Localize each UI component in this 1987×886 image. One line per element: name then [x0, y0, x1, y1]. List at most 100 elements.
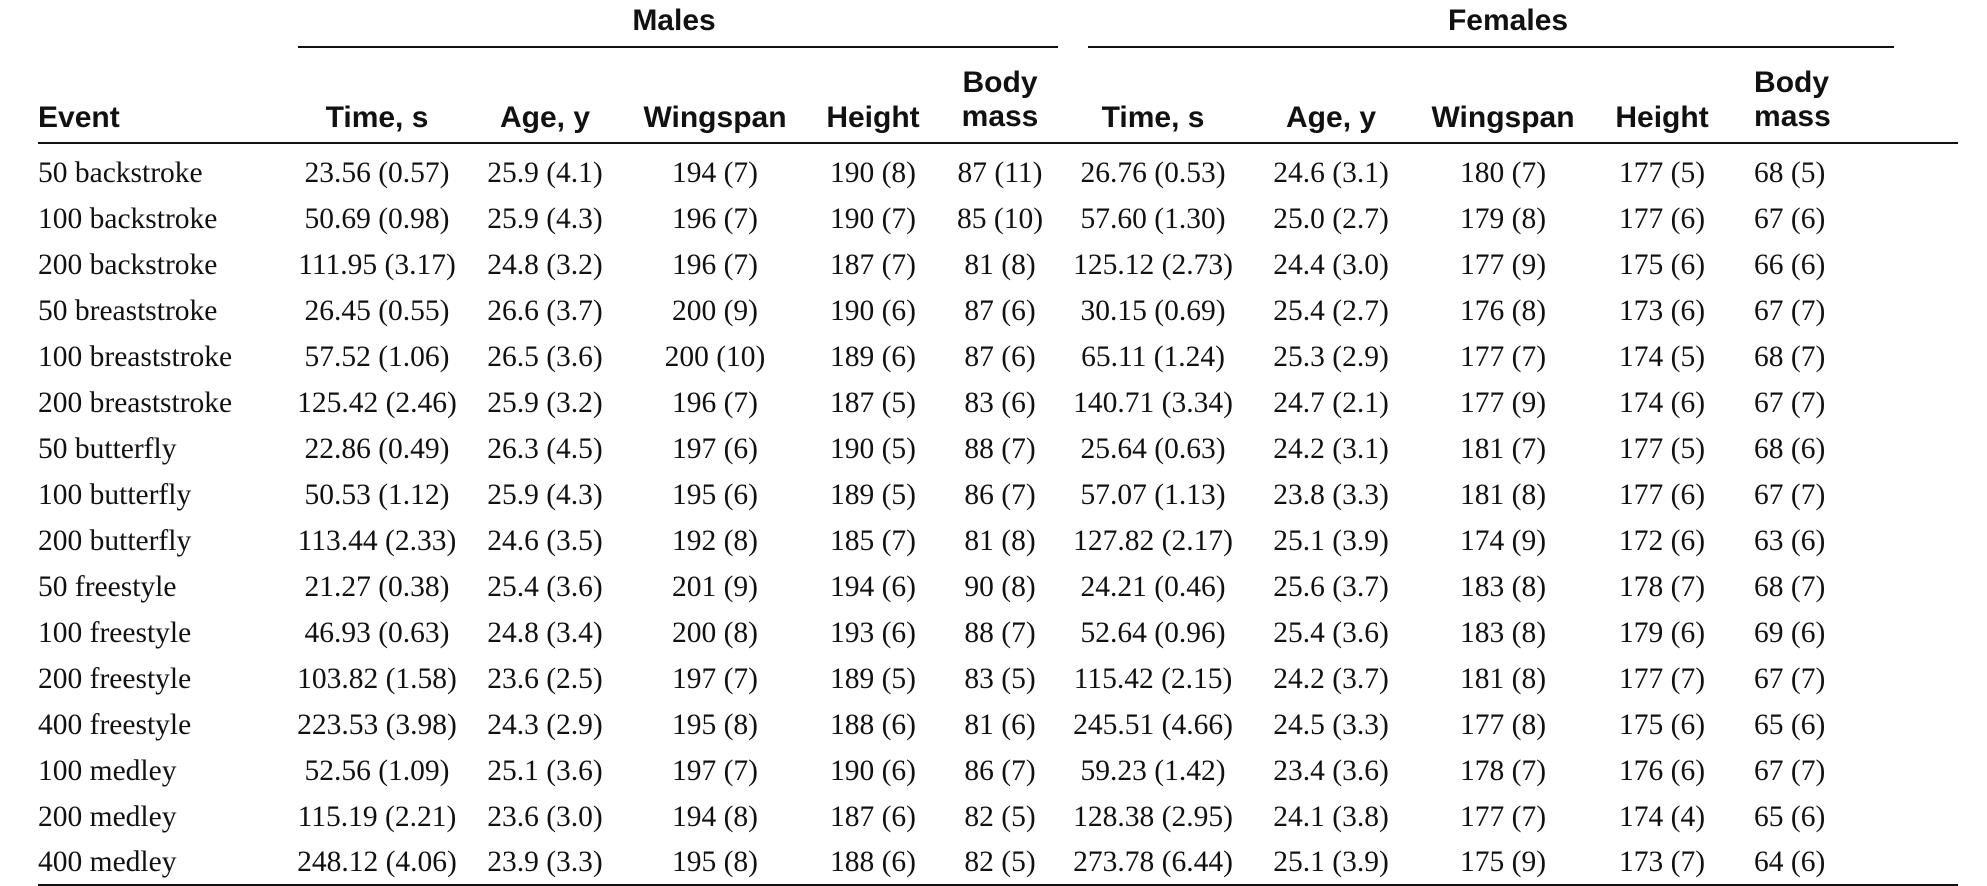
female-age-cell: 25.1 (3.9)	[1273, 524, 1389, 557]
female-height-cell: 174 (4)	[1619, 800, 1706, 833]
female-body-mass-cell: 67 (6)	[1754, 202, 1826, 235]
event-cell: 50 freestyle	[38, 570, 177, 603]
group-header-row: Males Females	[38, 0, 1958, 46]
male-height-cell: 190 (6)	[829, 294, 917, 327]
female-height-cell: 177 (5)	[1619, 156, 1706, 189]
male-age-cell: 24.6 (3.5)	[487, 524, 603, 557]
male-wingspan-cell: 197 (6)	[671, 432, 759, 465]
male-time-cell: 113.44 (2.33)	[297, 524, 457, 557]
male-time-cell: 115.19 (2.21)	[297, 800, 457, 833]
col-header-female-age: Age, y	[1248, 48, 1415, 144]
female-age-cell: 25.0 (2.7)	[1273, 202, 1389, 235]
male-height-cell: 189 (5)	[829, 478, 917, 511]
table-row: 100 backstroke 50.69 (0.98) 25.9 (4.3) 196 …	[38, 196, 1958, 242]
female-wingspan-cell: 183 (8)	[1460, 570, 1547, 603]
body-mass-line2: mass	[1754, 100, 1831, 133]
female-time-cell: 245.51 (4.66)	[1073, 708, 1233, 741]
male-time-cell: 125.42 (2.46)	[297, 386, 457, 419]
female-height-cell: 173 (7)	[1592, 840, 1733, 886]
female-body-mass-cell: 67 (7)	[1754, 662, 1826, 695]
male-age-cell: 26.6 (3.7)	[487, 294, 603, 327]
males-group-rule	[290, 46, 1059, 48]
male-height-cell: 188 (6)	[804, 840, 942, 886]
male-height-cell: 187 (7)	[829, 248, 917, 281]
table-row: 50 backstroke 23.56 (0.57) 25.9 (4.1) 194 (…	[38, 143, 1958, 196]
female-wingspan-cell: 177 (7)	[1460, 800, 1547, 833]
male-wingspan-cell: 195 (6)	[671, 478, 759, 511]
event-cell: 100 backstroke	[38, 202, 218, 235]
male-age-cell: 23.9 (3.3)	[464, 840, 626, 886]
body-mass-line1: Body	[962, 66, 1038, 99]
col-header-female-height: Height	[1592, 48, 1733, 144]
female-time-cell: 26.76 (0.53)	[1080, 156, 1226, 189]
female-time-cell: 128.38 (2.95)	[1073, 800, 1233, 833]
female-height-cell: 173 (6)	[1619, 294, 1706, 327]
male-wingspan-cell: 200 (8)	[671, 616, 759, 649]
event-cell: 50 breaststroke	[38, 294, 218, 327]
table-row: 400 freestyle 223.53 (3.98) 24.3 (2.9) 195 …	[38, 702, 1958, 748]
female-wingspan-cell: 177 (9)	[1460, 248, 1547, 281]
results-table-container: Males Females Event Time, s Age, y Wings…	[38, 0, 1959, 886]
male-body-mass-cell: 86 (7)	[964, 754, 1036, 787]
female-height-cell: 172 (6)	[1619, 524, 1706, 557]
event-cell: 200 breaststroke	[38, 386, 233, 419]
male-height-cell: 189 (5)	[829, 662, 917, 695]
female-time-cell: 25.64 (0.63)	[1080, 432, 1226, 465]
body-mass-line2: mass	[961, 100, 1039, 133]
col-header-male-height: Height	[804, 48, 942, 144]
female-body-mass-cell: 67 (7)	[1754, 478, 1826, 511]
male-wingspan-cell: 196 (7)	[671, 386, 759, 419]
male-time-cell: 22.86 (0.49)	[304, 432, 450, 465]
female-wingspan-cell: 177 (9)	[1460, 386, 1547, 419]
male-height-cell: 187 (6)	[829, 800, 917, 833]
male-age-cell: 25.9 (4.3)	[487, 478, 603, 511]
event-cell: 100 breaststroke	[38, 340, 233, 373]
table-row: 100 freestyle 46.93 (0.63) 24.8 (3.4) 200 (…	[38, 610, 1958, 656]
male-body-mass-cell: 83 (6)	[964, 386, 1036, 419]
female-age-cell: 24.2 (3.1)	[1273, 432, 1389, 465]
male-body-mass-cell: 87 (6)	[964, 340, 1036, 373]
female-time-cell: 273.78 (6.44)	[1058, 840, 1249, 886]
female-age-cell: 24.7 (2.1)	[1273, 386, 1389, 419]
male-age-cell: 25.9 (3.2)	[487, 386, 603, 419]
male-time-cell: 103.82 (1.58)	[297, 662, 457, 695]
swimmer-stats-table: Males Females Event Time, s Age, y Wings…	[38, 0, 1959, 886]
col-header-female-time: Time, s	[1058, 48, 1249, 144]
table-row: 100 breaststroke 57.52 (1.06) 26.5 (3.6) 20…	[38, 334, 1958, 380]
male-body-mass-cell: 86 (7)	[964, 478, 1036, 511]
male-time-cell: 50.53 (1.12)	[304, 478, 450, 511]
male-height-cell: 190 (8)	[829, 156, 917, 189]
male-body-mass-cell: 85 (10)	[957, 202, 1044, 235]
table-row: 200 freestyle 103.82 (1.58) 23.6 (2.5) 197 …	[38, 656, 1958, 702]
female-age-cell: 24.1 (3.8)	[1273, 800, 1389, 833]
female-body-mass-cell: 68 (5)	[1754, 156, 1826, 189]
male-body-mass-cell: 81 (8)	[964, 524, 1036, 557]
female-body-mass-cell: 67 (7)	[1754, 754, 1826, 787]
body-mass-line1: Body	[1754, 66, 1830, 99]
event-cell: 100 freestyle	[38, 616, 192, 649]
table-row: 50 freestyle 21.27 (0.38) 25.4 (3.6) 201 (9…	[38, 564, 1958, 610]
male-wingspan-cell: 195 (8)	[626, 840, 804, 886]
male-wingspan-cell: 196 (7)	[671, 202, 759, 235]
female-height-cell: 174 (6)	[1619, 386, 1706, 419]
male-body-mass-cell: 83 (5)	[964, 662, 1036, 695]
male-height-cell: 185 (7)	[829, 524, 917, 557]
male-wingspan-cell: 194 (8)	[671, 800, 759, 833]
female-height-cell: 177 (7)	[1619, 662, 1706, 695]
male-time-cell: 46.93 (0.63)	[304, 616, 450, 649]
male-height-cell: 194 (6)	[829, 570, 917, 603]
female-age-cell: 25.1 (3.9)	[1248, 840, 1415, 886]
male-wingspan-cell: 200 (10)	[664, 340, 766, 373]
male-wingspan-cell: 200 (9)	[671, 294, 759, 327]
female-time-cell: 57.07 (1.13)	[1080, 478, 1226, 511]
female-body-mass-cell: 67 (7)	[1754, 294, 1826, 327]
female-wingspan-cell: 179 (8)	[1460, 202, 1547, 235]
females-group-rule	[1058, 46, 1958, 48]
male-body-mass-cell: 90 (8)	[964, 570, 1036, 603]
male-height-cell: 189 (6)	[829, 340, 917, 373]
col-header-event: Event	[38, 48, 290, 144]
female-wingspan-cell: 177 (8)	[1460, 708, 1547, 741]
female-age-cell: 24.2 (3.7)	[1273, 662, 1389, 695]
male-body-mass-cell: 88 (7)	[964, 432, 1036, 465]
female-wingspan-cell: 183 (8)	[1460, 616, 1547, 649]
